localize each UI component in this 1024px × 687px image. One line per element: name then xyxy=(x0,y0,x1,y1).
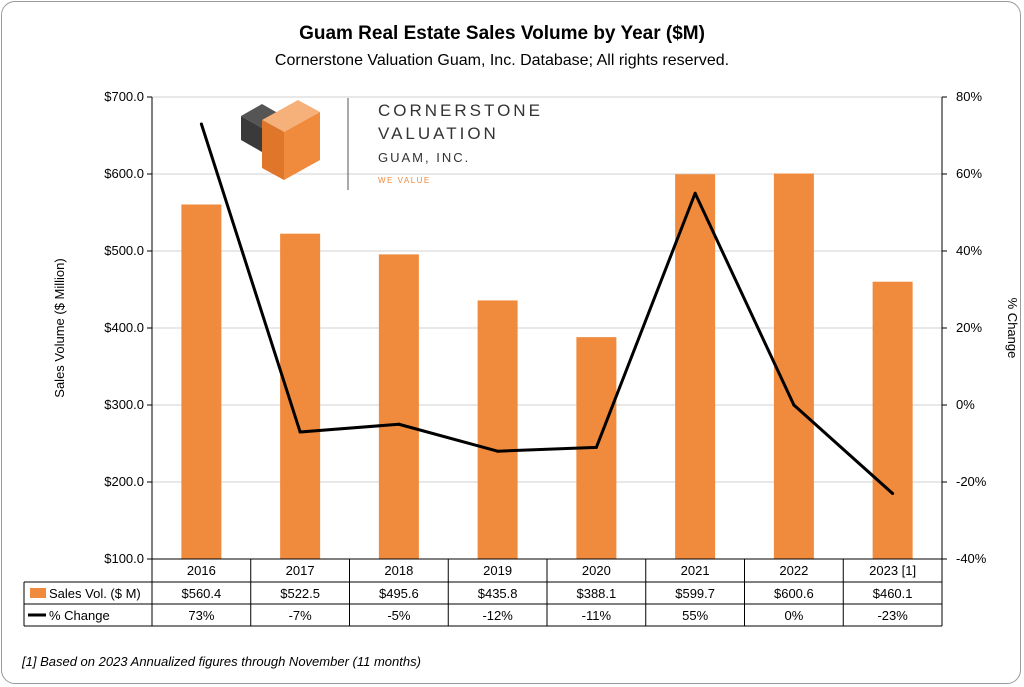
right-axis-title: % Change xyxy=(1005,298,1020,359)
category-label: 2018 xyxy=(384,563,413,578)
right-tick-label: 80% xyxy=(956,89,982,104)
bar-2022 xyxy=(773,173,814,559)
sales-value-label: $522.5 xyxy=(280,586,320,601)
left-tick-label: $200.0 xyxy=(104,474,144,489)
sales-value-label: $460.1 xyxy=(873,586,913,601)
left-tick-label: $500.0 xyxy=(104,243,144,258)
line-point xyxy=(298,430,302,434)
line-point xyxy=(199,122,203,126)
legend-change-label: % Change xyxy=(49,608,110,623)
logo-cube-icon xyxy=(241,100,320,180)
company-logo: CORNERSTONE VALUATION GUAM, INC. WE VALU… xyxy=(241,98,543,190)
sales-value-label: $560.4 xyxy=(181,586,221,601)
left-tick-label: $100.0 xyxy=(104,551,144,566)
line-point xyxy=(496,449,500,453)
bar-2017 xyxy=(280,233,321,560)
logo-tagline: WE VALUE xyxy=(378,176,431,185)
bar-series xyxy=(181,173,913,560)
left-tick-label: $700.0 xyxy=(104,89,144,104)
chart-subtitle: Cornerstone Valuation Guam, Inc. Databas… xyxy=(275,52,729,69)
line-point xyxy=(594,445,598,449)
line-point xyxy=(891,492,895,496)
left-tick-label: $300.0 xyxy=(104,397,144,412)
right-tick-label: -40% xyxy=(956,551,987,566)
sales-value-label: $388.1 xyxy=(576,586,616,601)
line-point xyxy=(792,403,796,407)
left-tick-label: $400.0 xyxy=(104,320,144,335)
right-tick-label: 20% xyxy=(956,320,982,335)
bar-2021 xyxy=(675,174,716,559)
percent-change-label: -12% xyxy=(482,608,513,623)
right-tick-label: -20% xyxy=(956,474,987,489)
category-label: 2016 xyxy=(187,563,216,578)
percent-change-label: -11% xyxy=(582,608,612,623)
percent-change-label: -5% xyxy=(387,608,411,623)
category-label: 2021 xyxy=(681,563,710,578)
percent-change-label: 0% xyxy=(784,608,803,623)
logo-line3: GUAM, INC. xyxy=(378,150,470,165)
legend-bar-swatch xyxy=(30,588,46,598)
percent-change-label: -23% xyxy=(877,608,908,623)
plot-border xyxy=(151,97,943,559)
left-tick-label: $600.0 xyxy=(104,166,144,181)
right-axis-ticks: 80% 60% 40% 20% 0% -20% -40% xyxy=(956,89,987,566)
percent-change-label: 73% xyxy=(188,608,214,623)
bar-2016 xyxy=(181,204,222,559)
percent-change-line xyxy=(199,123,894,495)
sales-value-label: $435.8 xyxy=(478,586,518,601)
left-axis-title: Sales Volume ($ Million) xyxy=(52,258,67,397)
bar-2018 xyxy=(378,254,419,559)
category-label: 2019 xyxy=(483,563,512,578)
sales-value-label: $600.6 xyxy=(774,586,814,601)
sales-value-label: $599.7 xyxy=(675,586,715,601)
chart-title: Guam Real Estate Sales Volume by Year ($… xyxy=(299,23,705,44)
line-series xyxy=(199,122,895,496)
logo-line1: CORNERSTONE xyxy=(378,101,543,120)
right-tick-label: 0% xyxy=(956,397,975,412)
legend-sales-label: Sales Vol. ($ M) xyxy=(49,586,141,601)
sales-value-label: $495.6 xyxy=(379,586,419,601)
line-point xyxy=(397,422,401,426)
category-label: 2023 [1] xyxy=(869,563,916,578)
category-label: 2022 xyxy=(779,563,808,578)
percent-change-label: -7% xyxy=(289,608,313,623)
percent-change-label: 55% xyxy=(682,608,708,623)
logo-line2: VALUATION xyxy=(378,124,499,143)
category-label: 2020 xyxy=(582,563,611,578)
data-table: 2016 $560.4 73% 2017 $522.5 -7% 2018 $495.6 -5% 2… xyxy=(23,558,943,627)
bar-2023-1- xyxy=(872,281,913,559)
right-tick-label: 40% xyxy=(956,243,982,258)
line-point xyxy=(693,191,697,195)
footnote: [1] Based on 2023 Annualized figures thr… xyxy=(21,654,421,669)
left-axis-ticks: $700.0 $600.0 $500.0 $400.0 $300.0 $200.0 $100… xyxy=(104,89,144,566)
bar-2019 xyxy=(477,300,518,559)
right-tick-label: 60% xyxy=(956,166,982,181)
category-label: 2017 xyxy=(286,563,315,578)
